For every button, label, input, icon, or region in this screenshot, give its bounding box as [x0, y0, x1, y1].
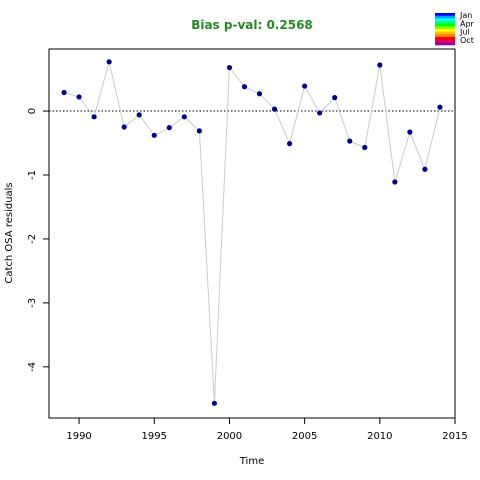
- residual-point: [332, 95, 338, 101]
- residual-point: [61, 89, 67, 96]
- x-tick-label: 2010: [367, 431, 392, 442]
- y-axis-ticks: 0 -1 -2 -3 -4: [27, 108, 49, 372]
- residual-point: [151, 132, 157, 138]
- residual-point: [377, 62, 383, 68]
- legend-color-band: [435, 29, 455, 32]
- residual-point: [347, 138, 353, 144]
- x-tick-label: 1995: [142, 431, 167, 442]
- legend-color-band: [435, 26, 455, 30]
- residual-point: [136, 112, 142, 118]
- legend-color-band: [435, 18, 455, 22]
- legend-color-band: [435, 37, 455, 40]
- chart-title: Bias p-val: 0.2568: [191, 18, 313, 32]
- x-axis-title: Time: [239, 456, 264, 467]
- residual-point: [211, 400, 218, 406]
- y-tick-label: -3: [27, 298, 38, 308]
- x-tick-label: 1990: [66, 431, 91, 442]
- residual-point: [256, 91, 263, 97]
- residual-line: [63, 61, 441, 404]
- legend-color-band: [435, 21, 455, 24]
- x-axis-ticks: 1990 1995 2000 2005 2010 2015: [66, 418, 468, 442]
- residual-point: [422, 166, 428, 172]
- legend-month-label: Apr: [460, 19, 475, 28]
- legend-month-label: Oct: [460, 36, 474, 45]
- legend-color-band: [435, 31, 455, 35]
- residual-point: [196, 128, 202, 134]
- residual-point: [302, 83, 308, 89]
- residual-point: [392, 179, 398, 185]
- residual-point: [181, 114, 187, 120]
- residual-point: [76, 94, 82, 100]
- residual-point: [121, 124, 127, 130]
- legend-color-band: [435, 23, 455, 27]
- residual-point: [407, 129, 413, 135]
- residual-connector-line: [63, 61, 441, 404]
- plot-frame: [48, 48, 456, 419]
- legend-color-band: [435, 15, 455, 19]
- residual-points: [61, 59, 443, 406]
- residual-point: [226, 64, 233, 71]
- residual-point: [91, 114, 97, 120]
- x-tick-label: 2005: [292, 431, 317, 442]
- residual-point: [317, 110, 323, 116]
- residual-point: [286, 141, 293, 147]
- legend-color-band: [435, 34, 455, 38]
- x-tick-label: 2015: [442, 431, 467, 442]
- y-tick-label: -1: [27, 170, 38, 180]
- x-tick-label: 2000: [217, 431, 242, 442]
- y-tick-label: -2: [27, 234, 38, 244]
- residual-point: [241, 84, 248, 90]
- legend-month-label: Jan: [459, 11, 472, 20]
- residual-point: [106, 59, 112, 65]
- y-tick-label: 0: [27, 108, 38, 114]
- legend-color-band: [435, 39, 455, 43]
- legend-color-band: [435, 13, 455, 16]
- residual-point: [166, 125, 172, 131]
- legend-color-band: [435, 42, 455, 46]
- legend-month-label: Jul: [459, 28, 470, 37]
- residual-point: [271, 106, 278, 112]
- residual-point: [437, 104, 443, 110]
- y-tick-label: -4: [27, 362, 38, 372]
- residual-point: [362, 144, 368, 151]
- y-axis-title: Catch OSA residuals: [4, 182, 15, 283]
